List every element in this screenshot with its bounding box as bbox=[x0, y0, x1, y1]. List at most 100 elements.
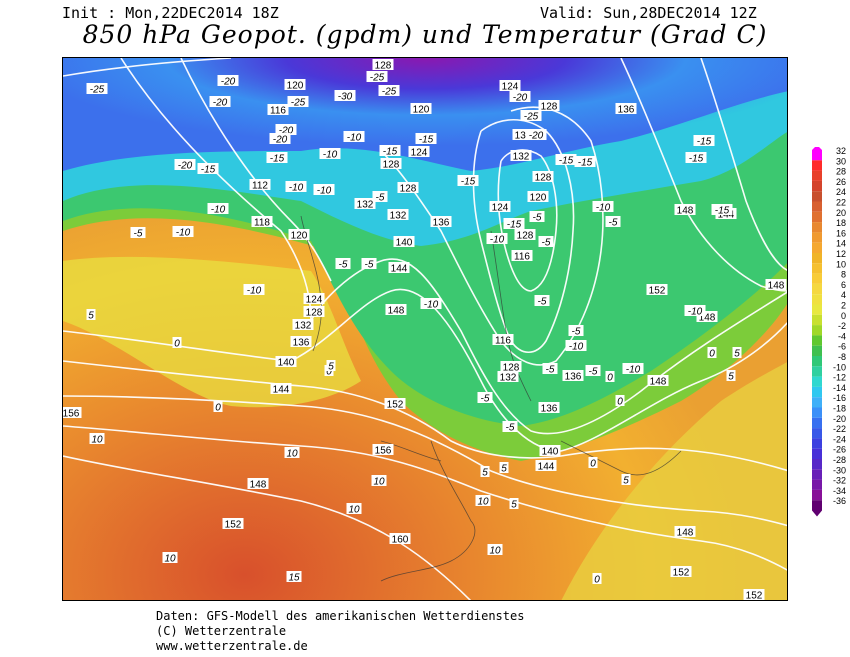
contour-line bbox=[120, 58, 787, 435]
temperature-label-box bbox=[172, 226, 194, 237]
temperature-label-box bbox=[334, 90, 356, 101]
colorbar-tick-label: 16 bbox=[836, 228, 846, 238]
geopotential-label-box bbox=[251, 216, 273, 227]
temperature-label-box bbox=[538, 236, 554, 247]
coastline bbox=[560, 440, 682, 476]
coastline bbox=[490, 230, 532, 402]
temperature-label-box bbox=[707, 347, 717, 358]
colorbar-tick-label: 26 bbox=[836, 177, 846, 187]
geopotential-label-box bbox=[670, 566, 692, 577]
colorbar-swatch bbox=[812, 335, 822, 346]
colorbar-tick-label: 28 bbox=[836, 167, 846, 177]
contour-line bbox=[63, 455, 472, 600]
temperature-label-box bbox=[378, 85, 400, 96]
temperature-label-box bbox=[605, 216, 621, 227]
temperature-label: 15 bbox=[288, 573, 300, 584]
geopotential-label: 132 bbox=[515, 131, 532, 142]
colorbar-swatch bbox=[812, 263, 822, 274]
footer-copyright: (C) Wetterzentrale bbox=[156, 624, 287, 638]
contour-line bbox=[63, 288, 787, 452]
temperature-label: -15 bbox=[270, 154, 285, 165]
temperature-label: -10 bbox=[688, 307, 703, 318]
geopotential-label-box bbox=[372, 444, 394, 455]
geopotential-label: 136 bbox=[618, 105, 635, 116]
temperature-label-box bbox=[243, 284, 265, 295]
temperature-label-box bbox=[213, 401, 223, 412]
geopotential-label: 124 bbox=[492, 203, 509, 214]
colorbar-swatch bbox=[812, 345, 822, 356]
temperature-label: 5 bbox=[734, 349, 740, 360]
temperature-label-box bbox=[684, 305, 706, 316]
temperature-label-box bbox=[346, 503, 362, 514]
geopotential-label: 128 bbox=[517, 231, 534, 242]
geopotential-label-box bbox=[385, 304, 407, 315]
temperature-label-box bbox=[172, 337, 182, 348]
geopotential-label: 128 bbox=[400, 184, 417, 195]
geopotential-label: 148 bbox=[768, 281, 785, 292]
colorbar-swatch bbox=[812, 242, 822, 253]
colorbar-swatch bbox=[812, 150, 822, 161]
temperature-label-box bbox=[420, 298, 442, 309]
geopotential-label-box bbox=[270, 383, 292, 394]
temperature-label: -5 bbox=[365, 260, 374, 271]
temperature-label-box bbox=[89, 433, 105, 444]
temperature-label: -25 bbox=[291, 98, 306, 109]
temperature-label-box bbox=[605, 371, 615, 382]
temperature-label: -10 bbox=[247, 286, 262, 297]
temperature-label: -10 bbox=[569, 342, 584, 353]
colorbar-tick-label: 32 bbox=[836, 147, 846, 156]
colorbar-swatch bbox=[812, 428, 822, 439]
colorbar-tick-label: -22 bbox=[833, 424, 846, 434]
colorbar-swatch bbox=[812, 273, 822, 284]
geopotential-label: 124 bbox=[306, 295, 323, 306]
geopotential-label: 160 bbox=[392, 535, 409, 546]
temperature-label-box bbox=[520, 110, 542, 121]
temperature-label: -15 bbox=[507, 220, 522, 231]
temperature-label: 0 bbox=[607, 373, 613, 384]
temperature-label-box bbox=[499, 462, 509, 473]
geopotential-label-box bbox=[393, 236, 415, 247]
colorbar-bottom-arrow bbox=[812, 510, 822, 517]
geopotential-label: 136 bbox=[565, 372, 582, 383]
geopotential-label-box bbox=[646, 284, 668, 295]
temperature-label-box bbox=[286, 571, 302, 582]
colorbar-tick-label: -18 bbox=[833, 404, 846, 414]
temperature-label: 10 bbox=[373, 477, 385, 488]
geopotential-label-box bbox=[532, 171, 554, 182]
temperature-label: 5 bbox=[511, 500, 517, 511]
colorbar-swatch bbox=[812, 417, 822, 429]
init-time: Init : Mon,22DEC2014 18Z bbox=[62, 4, 279, 22]
geopotential-label: 152 bbox=[649, 286, 666, 297]
geopotential-label-box bbox=[538, 100, 560, 111]
temperature-label-box bbox=[480, 466, 490, 477]
temperature-label: -15 bbox=[578, 158, 593, 169]
temperature-label: -15 bbox=[715, 206, 730, 217]
temperature-label: -10 bbox=[424, 300, 439, 311]
temperature-label: 0 bbox=[594, 575, 600, 586]
contour-line bbox=[472, 119, 575, 354]
geopotential-label-box bbox=[538, 402, 560, 413]
temperature-label-box bbox=[269, 133, 291, 144]
geopotential-label-box bbox=[511, 250, 533, 261]
geopotential-label: 156 bbox=[375, 446, 392, 457]
temperature-label-box bbox=[475, 495, 491, 506]
geopotential-label-box bbox=[284, 79, 306, 90]
temperature-label: -15 bbox=[697, 137, 712, 148]
temperature-label-box bbox=[486, 233, 508, 244]
temperature-label: 5 bbox=[328, 362, 334, 373]
temperature-label: -20 bbox=[529, 131, 544, 142]
colorbar-tick-label: 14 bbox=[836, 239, 846, 249]
temperature-label: 0 bbox=[174, 339, 180, 350]
geopotential-label-box bbox=[765, 279, 787, 290]
temperature-label-box bbox=[555, 154, 577, 165]
valid-time: Valid: Sun,28DEC2014 12Z bbox=[540, 4, 757, 22]
geopotential-label-box bbox=[384, 398, 406, 409]
geopotential-label: 118 bbox=[254, 218, 270, 229]
colorbar-tick-label: -4 bbox=[838, 331, 846, 341]
geopotential-label-box bbox=[499, 80, 521, 91]
colorbar-tick-label: -20 bbox=[833, 414, 846, 424]
geopotential-label: 136 bbox=[433, 218, 450, 229]
temperature-label: 0 bbox=[215, 403, 221, 414]
geopotential-label: 132 bbox=[390, 211, 407, 222]
temperature-label: 10 bbox=[348, 505, 360, 516]
